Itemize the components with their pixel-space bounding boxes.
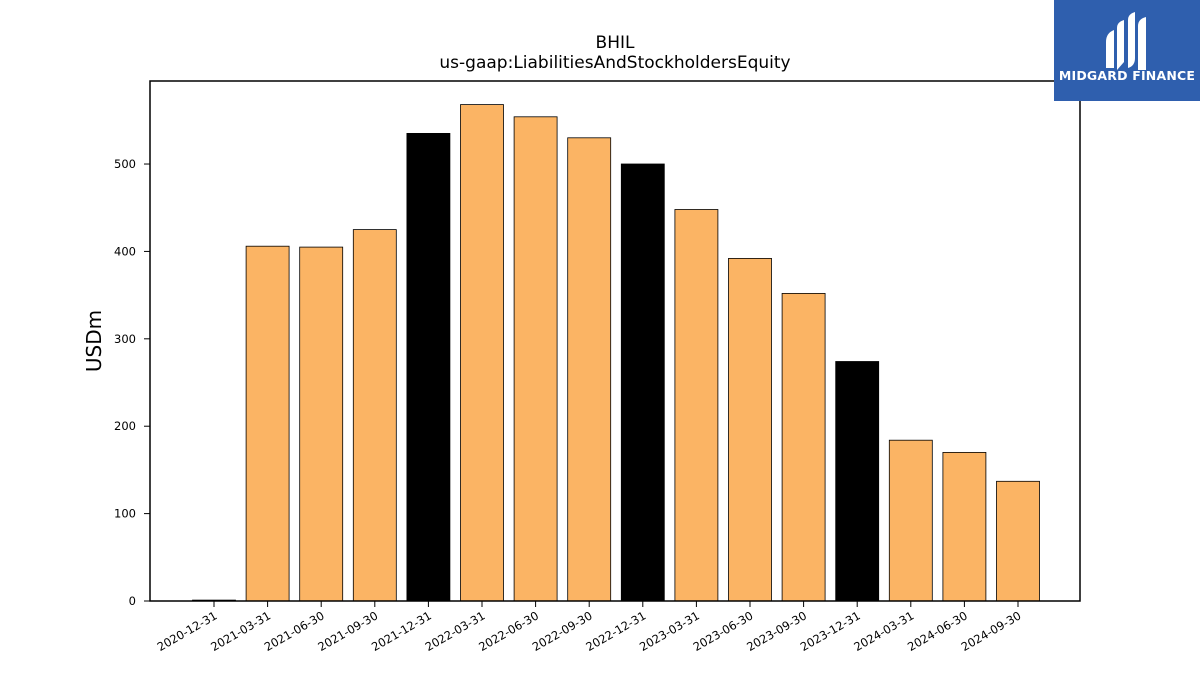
bars-group: [192, 104, 1040, 602]
bar-2021-03-31: [245, 245, 290, 602]
bar-2021-06-30: [299, 246, 344, 602]
bar-2021-09-30: [352, 229, 397, 602]
bar-2023-12-31: [835, 361, 880, 602]
x-tick-label: 2021-09-30: [315, 608, 380, 654]
y-tick-label: 500: [114, 157, 136, 171]
x-tick-label: 2023-09-30: [744, 608, 809, 654]
bar-2024-06-30: [942, 451, 987, 602]
x-tick-label: 2024-03-31: [851, 608, 916, 654]
x-tick-label: 2023-06-30: [691, 608, 756, 654]
bar-2022-06-30: [513, 116, 558, 602]
y-tick-label: 400: [114, 244, 136, 258]
x-tick-label: 2021-03-31: [208, 608, 273, 654]
bar-2024-09-30: [996, 480, 1040, 602]
midgard-finance-logo: MIDGARD FINANCE: [1054, 0, 1200, 101]
bar-2023-06-30: [728, 257, 772, 602]
x-tick-label: 2022-12-31: [583, 608, 648, 654]
x-tick-label: 2022-09-30: [530, 608, 595, 654]
x-tick-label: 2020-12-31: [155, 608, 220, 654]
x-tick-label: 2024-09-30: [959, 608, 1024, 654]
y-axis: 0 100 200 300 400 500: [114, 157, 150, 608]
x-axis: 2020-12-312021-03-312021-06-302021-09-30…: [155, 601, 1024, 654]
bar-2022-03-31: [460, 104, 504, 602]
plot-frame: [149, 80, 1081, 602]
x-tick-label: 2024-06-30: [905, 608, 970, 654]
x-tick-label: 2023-12-31: [798, 608, 863, 654]
x-tick-label: 2022-06-30: [476, 608, 541, 654]
bar-2023-03-31: [674, 209, 719, 602]
chart-subtitle: us-gaap:LiabilitiesAndStockholdersEquity: [439, 53, 790, 73]
x-tick-label: 2021-12-31: [369, 608, 434, 654]
y-tick-label: 200: [114, 419, 136, 433]
y-axis-label: USDm: [82, 310, 106, 372]
bar-2021-12-31: [406, 132, 451, 602]
x-tick-label: 2022-03-31: [423, 608, 488, 654]
bar-2022-12-31: [620, 163, 665, 602]
x-tick-label: 2021-06-30: [262, 608, 327, 654]
y-tick-label: 100: [114, 507, 136, 521]
bar-2024-03-31: [888, 439, 933, 602]
y-tick-label: 300: [114, 332, 136, 346]
midgard-m-logo-icon: [1106, 12, 1146, 70]
bar-2022-09-30: [567, 137, 612, 602]
logo-text: MIDGARD FINANCE: [1058, 68, 1196, 83]
chart-title: BHIL: [596, 33, 635, 53]
y-tick-label: 0: [129, 594, 136, 608]
x-tick-label: 2023-03-31: [637, 608, 702, 654]
bar-2023-09-30: [781, 292, 826, 602]
